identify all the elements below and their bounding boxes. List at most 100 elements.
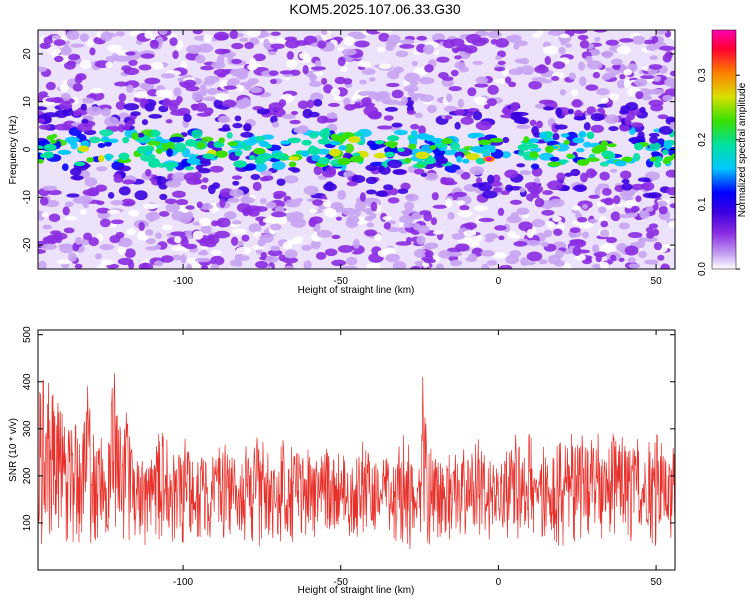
spectrogram-cell (295, 197, 304, 203)
spectrogram-cell (418, 76, 435, 85)
spectrogram-cell (298, 52, 310, 60)
spectrogram-cell (234, 115, 242, 122)
spectrogram-cell (374, 93, 382, 102)
spectrogram-cell (203, 34, 213, 43)
spectrogram-cell (625, 101, 639, 111)
spectrogram-cell (207, 141, 216, 149)
spectrogram-cell (603, 197, 615, 206)
spectrogram-cell (502, 136, 510, 144)
spectrogram-cell (268, 70, 279, 76)
spectrogram-y-tick-label: 10 (22, 96, 33, 108)
spectrogram-cell (248, 223, 262, 233)
spectrogram-cell (604, 114, 620, 124)
spectrogram-cell (287, 138, 301, 144)
spectrogram-cell (66, 60, 77, 66)
spectrogram-band-cell (373, 152, 387, 159)
spectrogram-cell (596, 88, 610, 96)
spectrogram-x-tick-label: 50 (651, 276, 663, 287)
spectrogram-cell (314, 60, 322, 67)
spectrogram-cell (443, 105, 458, 112)
spectrogram-cell (150, 129, 159, 138)
spectrogram-cell (569, 239, 585, 245)
spectrogram-cell (564, 43, 572, 48)
colorbar-tick-label: 0.1 (697, 197, 708, 211)
spectrogram-cell (516, 124, 531, 129)
spectrogram-band-cell (563, 139, 570, 145)
spectrogram-cell (498, 266, 510, 269)
snr-y-tick-label: 200 (22, 467, 33, 484)
spectrogram-cell (158, 30, 168, 35)
spectrogram-cell (553, 259, 565, 267)
spectrogram-cell (552, 216, 562, 222)
spectrogram-cell (559, 89, 567, 96)
spectrogram-cell (265, 255, 279, 264)
spectrogram-cell (487, 30, 502, 39)
spectrogram-band-cell (131, 132, 139, 140)
spectrogram-cell (66, 30, 80, 41)
spectrogram-cell (552, 61, 566, 69)
spectrogram-cell (542, 106, 555, 111)
spectrogram-band-cell (572, 137, 585, 144)
spectrogram-cell (630, 137, 639, 145)
spectrogram-cell (191, 129, 203, 139)
spectrogram-cell (543, 229, 553, 238)
spectrogram-cell (412, 223, 421, 231)
spectrogram-band-cell (43, 151, 54, 159)
spectrogram-cell (398, 215, 415, 224)
spectrogram-cell (430, 217, 437, 226)
spectrogram-cell (487, 174, 495, 184)
spectrogram-cell (658, 205, 668, 215)
spectrogram-cell (359, 192, 366, 202)
spectrogram-cell (234, 68, 249, 78)
spectrogram-cell (577, 216, 588, 223)
spectrogram-cell (526, 251, 543, 262)
spectrogram-cell (107, 209, 120, 214)
spectrogram-cell (100, 259, 114, 266)
spectrogram-cell (89, 47, 96, 56)
spectrogram-cell (494, 67, 506, 72)
spectrogram-cell (81, 118, 89, 125)
spectrogram-cell (454, 243, 470, 252)
spectrogram-cell (58, 243, 73, 248)
spectrogram-cell (572, 30, 588, 34)
spectrogram-cell (367, 110, 382, 120)
spectrogram-band-cell (663, 141, 672, 150)
spectrogram-x-tick-label: 0 (496, 276, 502, 287)
spectrogram-cell (497, 60, 506, 65)
spectrogram-cell (140, 152, 156, 162)
spectrogram-cell (450, 69, 459, 77)
spectrogram-cell (321, 77, 328, 85)
spectrogram-cell (365, 207, 373, 216)
spectrogram-band-cell (329, 140, 341, 146)
spectrogram-cell (110, 200, 124, 206)
spectrogram-cell (397, 188, 409, 194)
spectrogram-cell (564, 172, 573, 177)
spectrogram-cell (513, 241, 528, 247)
spectrogram-cell (374, 233, 382, 242)
spectrogram-cell (161, 141, 175, 152)
spectrogram-cell (377, 165, 385, 172)
spectrogram-cell (270, 31, 281, 36)
spectrogram-cell (214, 230, 230, 239)
spectrogram-cell (383, 115, 394, 121)
spectrogram-cell (582, 231, 590, 239)
spectrogram-cell (653, 242, 663, 251)
spectrogram-cell (210, 255, 225, 266)
spectrogram-cell (160, 255, 174, 263)
spectrogram-cell (38, 118, 46, 124)
spectrogram-cell (463, 230, 477, 236)
spectrogram-cell (145, 238, 156, 245)
spectrogram-cell (383, 184, 394, 191)
spectrogram-cell (621, 178, 630, 184)
spectrogram-band-cell (614, 160, 627, 167)
spectrogram-cell (537, 64, 547, 71)
spectrogram-cell (173, 142, 187, 153)
spectrogram-cell (662, 94, 673, 102)
spectrogram-cell (165, 180, 182, 188)
spectrogram-band-cell (348, 136, 361, 143)
spectrogram-band-cell (384, 151, 396, 158)
snr-x-ticks: -100 -50 0 50 (173, 330, 662, 588)
snr-y-tick-label: 100 (22, 514, 33, 531)
spectrogram-cell (202, 96, 218, 102)
